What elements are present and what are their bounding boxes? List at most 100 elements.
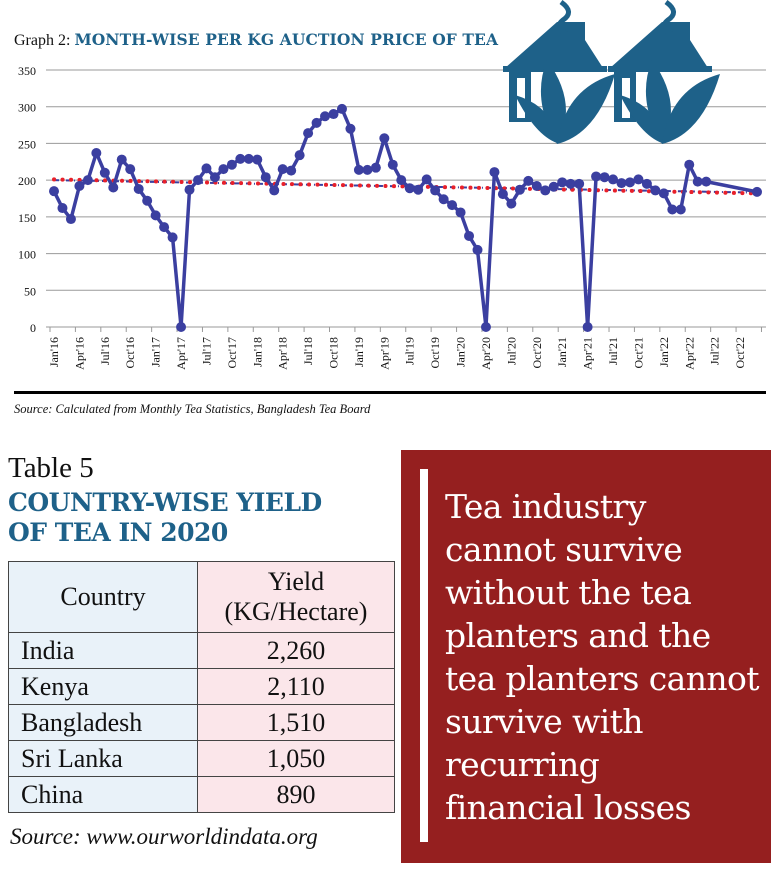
x-tick-label: Oct'21	[631, 337, 645, 369]
data-point	[336, 103, 347, 114]
data-point	[252, 154, 263, 165]
data-point	[608, 174, 619, 185]
quote-text: Tea industry cannot survive without the te…	[445, 485, 765, 829]
table-row: India 2,260	[8, 632, 395, 669]
data-point	[574, 178, 585, 189]
data-point	[650, 185, 661, 196]
x-tick-label: Jul'21	[606, 337, 620, 365]
quote-bar	[420, 469, 428, 842]
x-tick-label: Apr'18	[276, 337, 290, 370]
data-point	[404, 183, 415, 194]
graph-label: Graph 2:	[14, 32, 71, 49]
data-point	[684, 159, 695, 170]
data-point	[243, 153, 254, 164]
quote-line: tea planters cannot	[445, 659, 760, 698]
gridlines	[46, 69, 766, 291]
logo-group	[497, 0, 732, 155]
series-layer	[49, 103, 763, 332]
cell-country: China	[8, 776, 198, 813]
table-row: Kenya 2,110	[8, 668, 395, 705]
pull-quote: Tea industry cannot survive without the te…	[401, 450, 771, 863]
graph-title: Graph 2: MONTH-WISE PER KG AUCTION PRICE…	[14, 30, 498, 50]
x-tick-label: Jul'18	[301, 337, 315, 365]
data-point	[192, 175, 203, 186]
data-point	[387, 159, 398, 170]
data-point	[565, 178, 576, 189]
data-point	[658, 188, 669, 199]
y-tick-label: 350	[18, 64, 36, 78]
data-point	[591, 171, 602, 182]
quote-line: planters and the	[445, 616, 711, 655]
table-row: Bangladesh 1,510	[8, 704, 395, 741]
y-tick-label: 250	[18, 137, 36, 151]
x-tick-label: Jan'19	[352, 337, 366, 367]
quote-line: without the tea	[445, 573, 692, 612]
cell-yield: 2,110	[197, 668, 395, 705]
header-yield-line: Yield	[267, 567, 325, 596]
data-point	[167, 232, 178, 243]
data-point	[413, 184, 424, 195]
cell-country: Sri Lanka	[8, 740, 198, 777]
trend-line-red	[52, 177, 760, 196]
data-point	[91, 147, 102, 158]
y-tick-label: 150	[18, 211, 36, 225]
x-tick-label: Jul'19	[403, 337, 417, 365]
quote-line: cannot survive	[445, 530, 683, 569]
yield-table: Country Yield (KG/Hectare) India 2,260 Ken…	[8, 561, 395, 813]
x-tick-label: Jan'20	[454, 337, 468, 367]
x-tick-label: Oct'18	[327, 337, 341, 369]
data-point	[150, 210, 161, 221]
header-yield-unit: (KG/Hectare)	[224, 597, 368, 626]
x-tick-label: Jan'18	[250, 337, 264, 367]
x-tick-label: Jul'22	[708, 337, 722, 365]
data-point	[667, 204, 678, 215]
table-header-row: Country Yield (KG/Hectare)	[8, 561, 395, 633]
data-point	[514, 184, 525, 195]
data-point	[201, 163, 212, 174]
x-tick-label: Jan'16	[47, 337, 61, 367]
quote-line: financial losses	[445, 788, 691, 827]
data-point	[49, 186, 59, 197]
data-point	[430, 185, 441, 196]
data-point	[370, 162, 381, 173]
table-title-line: OF TEA IN 2020	[8, 518, 228, 547]
x-tick-label: Jan'21	[555, 337, 569, 367]
data-point	[540, 185, 551, 196]
y-tick-label: 50	[24, 284, 36, 298]
cell-yield: 2,260	[197, 632, 395, 669]
data-point	[506, 198, 517, 209]
data-point	[235, 153, 246, 164]
teapot-leaves-icon	[608, 0, 720, 144]
data-point	[125, 164, 136, 175]
table-row: Sri Lanka 1,050	[8, 740, 395, 777]
data-point	[159, 222, 170, 233]
x-tick-label: Oct'22	[733, 337, 747, 369]
quote-line: survive with	[445, 702, 644, 741]
y-tick-label: 100	[18, 248, 36, 262]
data-point	[142, 195, 153, 206]
data-point	[548, 181, 559, 192]
data-point	[311, 117, 322, 128]
data-point	[641, 178, 652, 189]
quote-line: recurring	[445, 745, 600, 784]
data-point	[480, 322, 491, 332]
data-point	[455, 207, 466, 218]
data-point	[582, 322, 593, 332]
data-point	[218, 164, 229, 175]
data-point	[294, 150, 305, 161]
x-tick-label: Jul'16	[98, 337, 112, 365]
data-point	[557, 177, 568, 188]
table-source: Source: www.ourworldindata.org	[10, 824, 318, 849]
data-point	[497, 189, 508, 200]
data-point	[362, 164, 373, 175]
x-tick-label: Apr'16	[72, 337, 86, 370]
table-label: Table 5	[8, 452, 94, 484]
x-axis: Jan'16 Apr'16 Jul'16 Oct'16 Jan'17 Apr'17 Jul'…	[46, 326, 766, 370]
x-tick-label: Apr'20	[479, 337, 493, 370]
data-point	[269, 185, 280, 196]
x-tick-label: Oct'19	[428, 337, 442, 369]
cell-country: Bangladesh	[8, 704, 198, 741]
data-point	[74, 181, 85, 192]
x-tick-label: Jul'20	[504, 337, 518, 365]
data-point	[752, 186, 763, 197]
